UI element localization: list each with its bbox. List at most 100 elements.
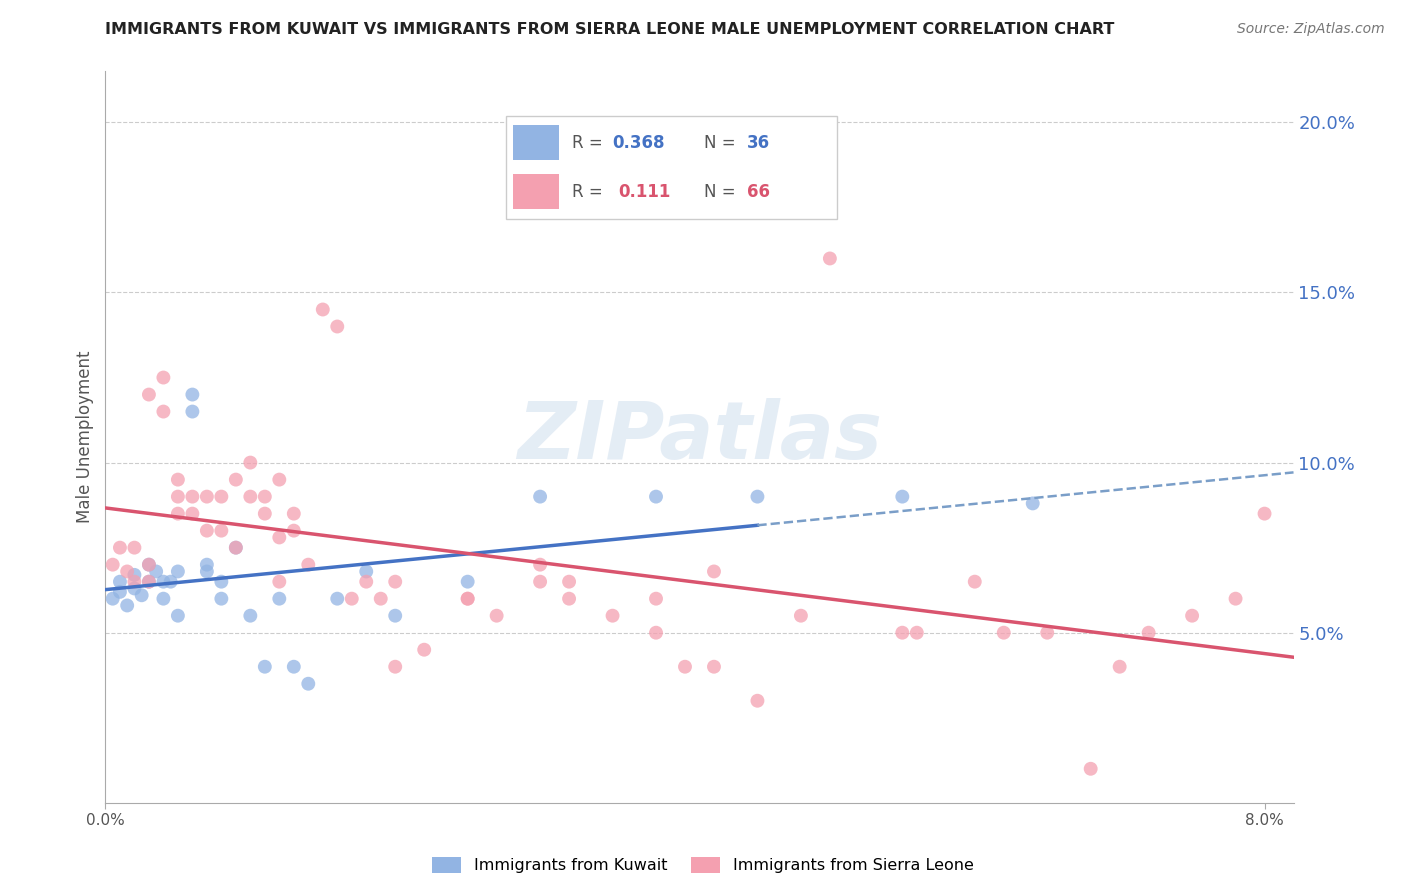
Point (124, 582, 146, 596)
Point (1036, 625, 1059, 640)
Text: ZIPatlas: ZIPatlas (517, 398, 882, 476)
Point (209, 591, 232, 606)
Point (195, 490, 218, 504)
Point (1080, 762, 1102, 776)
Point (181, 387, 204, 401)
Point (269, 473, 291, 487)
Point (283, 659, 305, 673)
Point (790, 608, 813, 623)
Point (195, 565, 218, 579)
Point (747, 490, 769, 504)
Text: R =: R = (572, 134, 609, 152)
Point (108, 541, 131, 555)
Point (354, 574, 377, 589)
Point (124, 541, 146, 555)
Y-axis label: Male Unemployment: Male Unemployment (76, 351, 94, 524)
Point (645, 625, 668, 640)
Point (167, 507, 190, 521)
Point (152, 370, 174, 384)
Point (269, 574, 291, 589)
Point (1253, 507, 1275, 521)
Point (124, 567, 146, 582)
Text: 36: 36 (748, 134, 770, 152)
Point (138, 574, 160, 589)
Point (340, 591, 363, 606)
Point (138, 558, 160, 572)
Point (101, 558, 124, 572)
Text: N =: N = (704, 134, 741, 152)
Point (124, 574, 146, 589)
Point (225, 473, 247, 487)
Point (905, 625, 928, 640)
Point (239, 608, 262, 623)
Text: 66: 66 (748, 183, 770, 201)
Point (384, 659, 406, 673)
Point (239, 490, 262, 504)
Point (115, 599, 138, 613)
Point (283, 507, 305, 521)
Point (1137, 625, 1160, 640)
Point (297, 558, 319, 572)
Point (209, 490, 232, 504)
Point (181, 404, 204, 418)
Point (1225, 591, 1247, 606)
Point (457, 591, 479, 606)
Point (1022, 496, 1045, 510)
Point (152, 404, 174, 418)
Point (413, 642, 436, 657)
Point (703, 565, 725, 579)
Point (747, 694, 769, 708)
Point (457, 574, 479, 589)
Point (131, 588, 153, 602)
Point (269, 531, 291, 545)
Point (645, 490, 668, 504)
Point (297, 677, 319, 691)
Point (529, 574, 551, 589)
Text: Source: ZipAtlas.com: Source: ZipAtlas.com (1237, 22, 1385, 37)
Point (138, 387, 160, 401)
Point (1181, 608, 1204, 623)
Point (370, 591, 392, 606)
Point (529, 558, 551, 572)
Point (152, 591, 174, 606)
FancyBboxPatch shape (513, 125, 560, 160)
Point (673, 659, 696, 673)
FancyBboxPatch shape (513, 175, 560, 210)
Point (253, 659, 276, 673)
Point (181, 507, 204, 521)
Point (283, 524, 305, 538)
Point (558, 591, 581, 606)
Point (602, 608, 624, 623)
Point (181, 490, 204, 504)
Point (326, 591, 349, 606)
Point (209, 574, 232, 589)
Point (384, 574, 406, 589)
Point (195, 558, 218, 572)
Point (457, 591, 479, 606)
Point (891, 625, 914, 640)
Point (209, 524, 232, 538)
Text: R =: R = (572, 183, 613, 201)
Point (384, 608, 406, 623)
Point (108, 585, 131, 599)
Point (326, 319, 349, 334)
Point (645, 591, 668, 606)
Point (101, 591, 124, 606)
Point (963, 574, 986, 589)
Point (138, 558, 160, 572)
Point (1108, 659, 1130, 673)
Point (239, 456, 262, 470)
Point (703, 659, 725, 673)
Text: 0.368: 0.368 (612, 134, 665, 152)
Point (167, 490, 190, 504)
Point (167, 608, 190, 623)
Point (167, 565, 190, 579)
Text: 0.111: 0.111 (619, 183, 671, 201)
Point (159, 574, 181, 589)
Point (167, 473, 190, 487)
FancyBboxPatch shape (506, 116, 837, 219)
Text: N =: N = (704, 183, 741, 201)
Point (138, 574, 160, 589)
Point (225, 541, 247, 555)
Point (312, 302, 335, 317)
